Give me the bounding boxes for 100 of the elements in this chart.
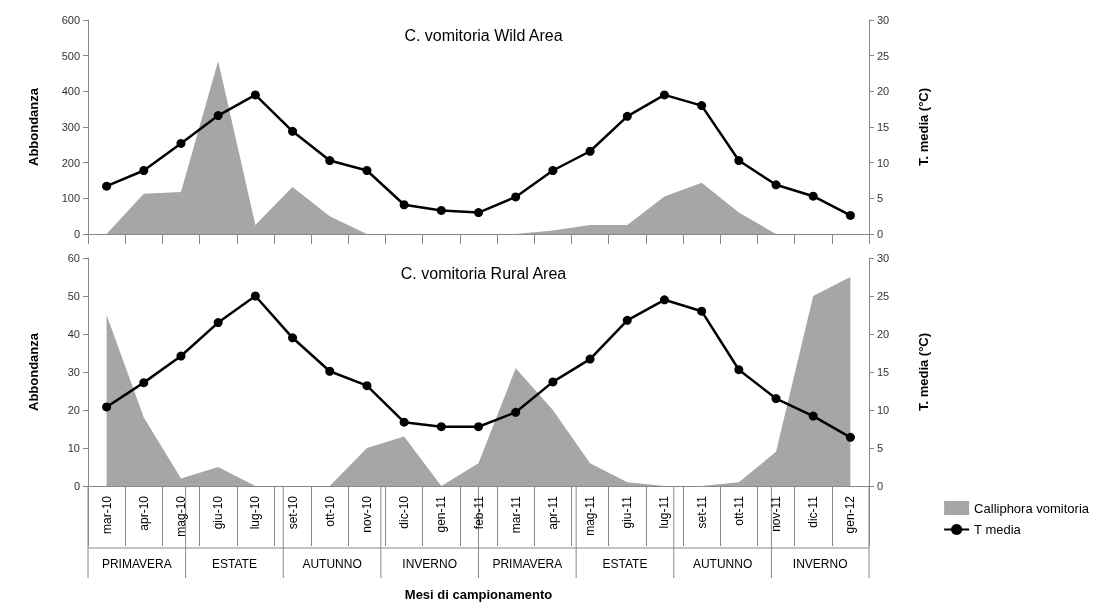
point [250,291,260,301]
text: AUTUNNO [302,557,362,571]
point [250,90,260,100]
chart-title: C. vomitoria Rural Area [400,264,567,282]
point [139,166,149,176]
point [585,146,595,156]
x-tick-label: dic-10 [397,495,412,529]
y2-tick-label: 30 [877,252,890,264]
y-tick-label: 300 [61,121,80,133]
text: PRIMAVERA [101,557,172,571]
y-tick-label: 60 [67,252,80,264]
x-tick-label: set-11 [694,495,709,529]
y2-tick-label: 0 [877,228,884,240]
y-tick-label: 20 [67,404,80,416]
y-axis-title: Abbondanza [26,87,41,166]
point [808,191,818,201]
x-tick-label: giu-10 [211,495,226,530]
y-tick-label: 0 [73,228,80,240]
y2-tick-label: 15 [877,366,890,378]
y-tick-label: 10 [67,442,80,454]
text: ESTATE [602,557,648,571]
x-tick-label: mag-11 [583,495,598,536]
y2-tick-label: 10 [877,404,890,416]
point [511,407,521,417]
point [734,156,744,166]
point [845,210,855,220]
x-tick-label: ott-11 [731,495,746,526]
point [362,381,372,391]
point [659,295,669,305]
point [102,181,112,191]
x-tick-label: apr-11 [545,495,560,530]
point [399,417,409,427]
y2-tick-label: 25 [877,290,890,302]
point [808,411,818,421]
x-tick-label: feb-11 [471,495,486,530]
x-tick-label: nov-11 [769,495,784,532]
y-tick-label: 100 [61,192,80,205]
point [697,306,707,316]
text: PRIMAVERA [492,557,563,571]
x-tick-label: mar-10 [99,495,114,535]
y2-tick-label: 5 [877,192,884,205]
point [474,422,483,432]
point [436,205,446,215]
point [845,432,855,442]
y2-tick-label: 25 [877,49,890,62]
y2-tick-label: 30 [877,14,890,26]
x-tick-label: apr-10 [136,495,151,531]
y-tick-label: 0 [73,480,80,492]
point [213,111,223,121]
y2-tick-label: 20 [877,85,890,98]
x-tick-label: mar-11 [508,495,523,534]
text: ESTATE [211,557,257,571]
y2-tick-label: 5 [877,442,884,454]
point [102,402,112,412]
point [734,365,744,375]
y-tick-label: 400 [61,85,80,98]
point [548,377,558,387]
x-tick-label: lug-10 [248,495,263,530]
y-tick-label: 50 [67,290,80,302]
point [659,90,669,100]
y-axis-title: Abbondanza [26,332,41,411]
legend-label: Calliphora vomitoria [974,500,1090,516]
y-tick-label: 500 [61,49,80,62]
x-tick-label: lug-11 [657,495,672,529]
point [139,378,149,388]
point [474,208,483,218]
y2-tick-label: 0 [877,480,884,492]
y2-axis-title: T. media (°C) [916,87,931,167]
point [585,354,595,364]
text: INVERNO [402,557,458,571]
text: INVERNO [792,557,848,571]
point [548,166,558,176]
point [325,156,335,166]
x-tick-label: gen-11 [434,495,449,533]
x-tick-label: giu-11 [620,495,635,529]
point [176,138,186,148]
point [622,315,632,325]
point [771,180,781,190]
chart-title: C. vomitoria Wild Area [404,26,563,44]
point [511,192,521,202]
y2-axis-title: T. media (°C) [916,332,931,412]
y2-tick-label: 15 [877,121,890,133]
text: AUTUNNO [692,557,753,571]
y2-tick-label: 20 [877,328,890,340]
y2-tick-label: 10 [877,156,890,169]
x-axis-title: Mesi di campionamento [404,587,553,602]
y-tick-label: 200 [61,156,80,169]
x-tick-label: ott-10 [322,495,337,527]
point [622,111,632,121]
x-tick-label: dic-11 [806,495,821,528]
point [697,101,707,111]
y-tick-label: 30 [67,366,80,378]
point [176,351,186,361]
point [288,333,298,343]
x-tick-label: nov-10 [359,495,374,533]
point [436,422,446,432]
point [399,200,409,210]
y-tick-label: 600 [61,14,80,26]
point [213,318,223,328]
x-tick-label: gen-12 [843,495,858,534]
